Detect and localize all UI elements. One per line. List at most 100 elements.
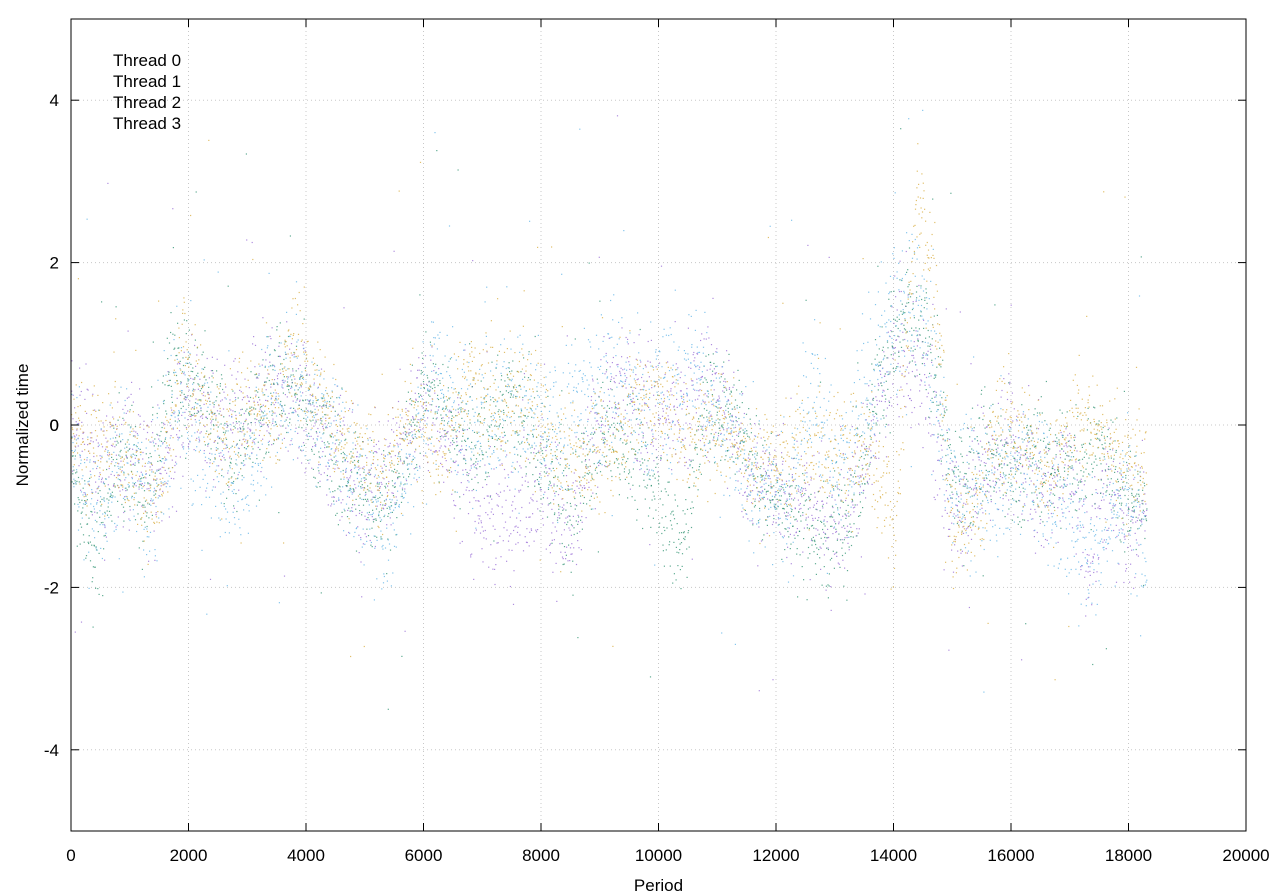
- data-point: [568, 527, 570, 529]
- data-point: [1108, 502, 1111, 504]
- data-point: [325, 404, 327, 407]
- data-point: [222, 442, 224, 444]
- data-point: [362, 504, 365, 506]
- data-point: [801, 496, 803, 498]
- data-point: [104, 559, 106, 561]
- data-point: [372, 462, 375, 465]
- data-point: [722, 390, 724, 392]
- data-point: [925, 389, 927, 391]
- data-point: [406, 436, 408, 438]
- data-point: [583, 432, 585, 435]
- data-point: [804, 482, 807, 484]
- data-point: [657, 394, 659, 396]
- data-point: [1135, 465, 1137, 467]
- data-point: [486, 351, 488, 353]
- data-point: [170, 385, 172, 387]
- data-point: [753, 484, 755, 486]
- data-point: [828, 495, 830, 497]
- data-point: [370, 544, 372, 546]
- data-point: [813, 454, 815, 457]
- data-point: [422, 428, 424, 430]
- data-point: [892, 357, 894, 360]
- data-point: [1025, 623, 1027, 625]
- data-point: [294, 394, 296, 396]
- data-point: [551, 508, 553, 510]
- data-point: [939, 425, 941, 427]
- data-point: [766, 490, 768, 492]
- data-point: [597, 423, 599, 425]
- data-point: [668, 481, 670, 483]
- data-point: [818, 452, 820, 454]
- data-point: [777, 492, 779, 494]
- data-point: [172, 247, 174, 249]
- data-point: [196, 437, 198, 439]
- data-point: [792, 525, 794, 527]
- data-point: [98, 593, 100, 595]
- data-point: [514, 431, 516, 433]
- data-point: [959, 471, 961, 473]
- data-point: [810, 525, 813, 527]
- data-point: [299, 377, 301, 379]
- data-point: [300, 384, 302, 387]
- data-point: [1029, 455, 1031, 458]
- data-point: [605, 371, 607, 373]
- data-point: [548, 467, 550, 470]
- data-point: [265, 381, 267, 383]
- data-point: [124, 496, 126, 498]
- data-point: [595, 452, 597, 454]
- data-point: [304, 399, 307, 401]
- data-point: [572, 560, 574, 562]
- data-point: [470, 554, 472, 556]
- data-point: [700, 376, 702, 379]
- data-point: [956, 509, 959, 511]
- data-point: [809, 498, 811, 501]
- data-point: [253, 400, 255, 402]
- data-point: [542, 452, 544, 455]
- data-point: [128, 396, 130, 398]
- data-point: [773, 485, 775, 487]
- data-point: [556, 449, 558, 451]
- data-point: [647, 340, 649, 343]
- data-point: [993, 473, 995, 475]
- data-point: [165, 431, 168, 434]
- data-point: [92, 566, 94, 568]
- data-point: [240, 454, 242, 456]
- data-point: [489, 517, 491, 520]
- data-point: [671, 382, 673, 384]
- data-point: [301, 427, 303, 429]
- data-point: [381, 467, 383, 469]
- data-point: [587, 473, 589, 475]
- data-point: [752, 524, 754, 526]
- data-point: [898, 291, 901, 293]
- data-point: [835, 531, 837, 533]
- data-point: [609, 400, 611, 402]
- data-point: [308, 389, 310, 391]
- data-point: [229, 457, 231, 459]
- data-point: [248, 414, 251, 416]
- data-point: [582, 476, 584, 478]
- data-point: [757, 476, 759, 478]
- data-point: [1108, 427, 1110, 429]
- data-point: [954, 475, 956, 477]
- data-point: [523, 436, 525, 438]
- data-point: [542, 497, 544, 499]
- data-point: [314, 422, 316, 424]
- data-point: [145, 438, 147, 440]
- data-point: [758, 423, 760, 425]
- data-point: [1024, 453, 1026, 455]
- data-point: [581, 432, 583, 434]
- data-point: [599, 462, 601, 464]
- data-point: [320, 422, 322, 424]
- data-point: [878, 361, 880, 363]
- data-point: [1036, 494, 1038, 496]
- data-point: [623, 418, 625, 420]
- data-point: [91, 511, 93, 513]
- data-point: [503, 468, 506, 471]
- data-point: [1090, 562, 1092, 564]
- data-point: [833, 519, 835, 521]
- data-point: [765, 493, 767, 495]
- data-point: [1013, 514, 1015, 516]
- data-point: [250, 371, 252, 373]
- data-point: [82, 438, 84, 440]
- data-point: [138, 462, 140, 464]
